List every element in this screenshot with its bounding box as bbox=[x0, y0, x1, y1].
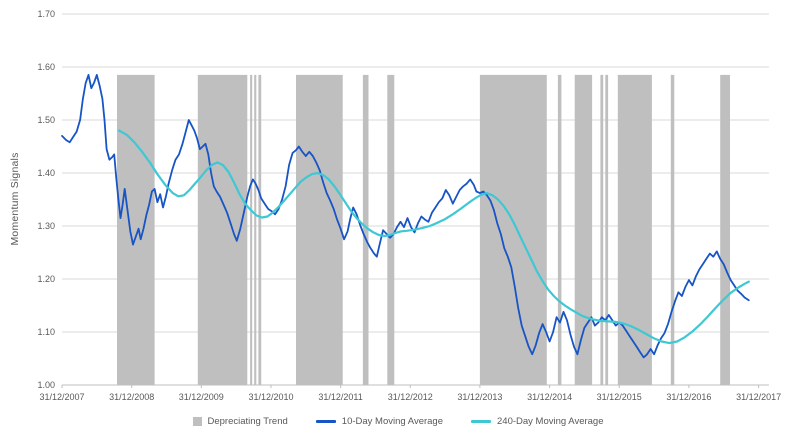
legend-item-10day-moving-average[interactable]: 10-Day Moving Average bbox=[315, 416, 443, 427]
x-tick-label: 31/12/2017 bbox=[736, 392, 781, 402]
depreciating-trend-band bbox=[387, 74, 395, 386]
legend-item-depreciating-trend[interactable]: Depreciating Trend bbox=[192, 416, 288, 427]
depreciating-trend-band bbox=[574, 74, 593, 386]
y-axis-title: Momentum Signals bbox=[9, 152, 21, 246]
x-tick-label: 31/12/2016 bbox=[666, 392, 711, 402]
x-tick-label: 31/12/2007 bbox=[39, 392, 84, 402]
depreciating-trend-band bbox=[479, 74, 547, 386]
legend-label-depreciating-trend: Depreciating Trend bbox=[207, 416, 288, 427]
y-tick-label: 1.00 bbox=[37, 380, 55, 390]
depreciating-trend-band bbox=[617, 74, 652, 386]
y-tick-label: 1.40 bbox=[37, 168, 55, 178]
depreciating-trend-band bbox=[605, 74, 609, 386]
x-tick-label: 31/12/2012 bbox=[388, 392, 433, 402]
y-tick-label: 1.30 bbox=[37, 221, 55, 231]
depreciating-trend-band bbox=[557, 74, 562, 386]
depreciating-trend-band bbox=[720, 74, 730, 386]
depreciating-trend-band bbox=[117, 74, 155, 386]
depreciating-trend-band bbox=[670, 74, 675, 386]
depreciating-trend-band bbox=[600, 74, 604, 386]
depreciating-trend-band bbox=[362, 74, 369, 386]
y-tick-label: 1.10 bbox=[37, 327, 55, 337]
depreciating-trend-band bbox=[254, 74, 257, 386]
y-tick-label: 1.20 bbox=[37, 274, 55, 284]
x-tick-label: 31/12/2010 bbox=[248, 392, 293, 402]
twoforty-day-ma-line-swatch-icon bbox=[471, 420, 491, 423]
depreciating-trend-band bbox=[250, 74, 253, 386]
y-tick-label: 1.50 bbox=[37, 115, 55, 125]
depreciating-trend-swatch-icon bbox=[192, 417, 202, 426]
legend-label-10day-moving-average: 10-Day Moving Average bbox=[341, 416, 443, 427]
legend-label-240day-moving-average: 240-Day Moving Average bbox=[497, 416, 604, 427]
x-tick-label: 31/12/2014 bbox=[527, 392, 572, 402]
depreciating-trend-band bbox=[258, 74, 262, 386]
legend: Depreciating Trend 10-Day Moving Average… bbox=[0, 416, 796, 427]
legend-item-240day-moving-average[interactable]: 240-Day Moving Average bbox=[471, 416, 604, 427]
y-tick-label: 1.60 bbox=[37, 62, 55, 72]
series-line-10-day-moving-average bbox=[61, 74, 750, 359]
x-tick-label: 31/12/2013 bbox=[457, 392, 502, 402]
ten-day-ma-line-swatch-icon bbox=[315, 420, 336, 423]
x-tick-label: 31/12/2009 bbox=[179, 392, 224, 402]
x-tick-label: 31/12/2008 bbox=[109, 392, 154, 402]
y-tick-label: 1.70 bbox=[37, 9, 55, 19]
series-line-240-day-moving-average bbox=[117, 129, 750, 345]
x-tick-label: 31/12/2011 bbox=[318, 392, 362, 402]
depreciating-trend-band bbox=[296, 74, 343, 386]
x-tick-label: 31/12/2015 bbox=[597, 392, 642, 402]
